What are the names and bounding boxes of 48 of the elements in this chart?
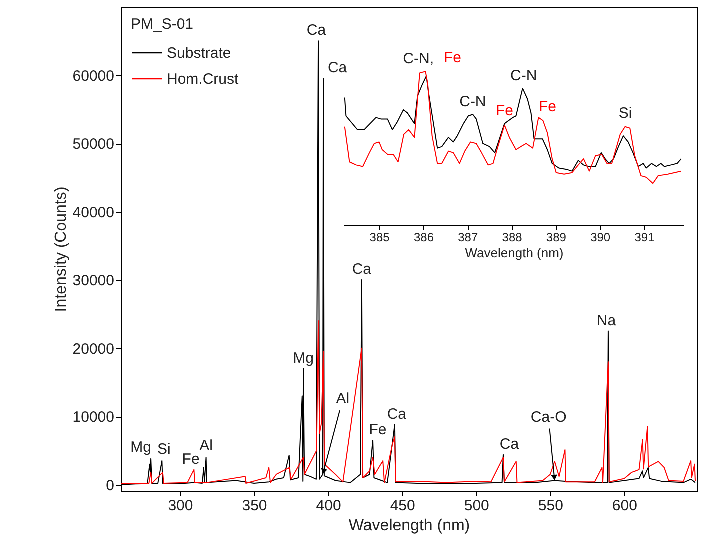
x-tick-label: 450 [390, 498, 416, 514]
x-tick-label: 550 [538, 498, 564, 514]
y-tick-label: 0 [106, 477, 114, 494]
annotation: Fe [496, 102, 514, 120]
annotation: Al [336, 390, 350, 408]
annotation: Ca [500, 436, 520, 453]
annotation: Fe [538, 98, 556, 116]
legend-title: PM_S-01 [131, 16, 194, 33]
annotation: Ca [387, 406, 408, 423]
x-tick-label: 387 [458, 230, 478, 244]
annotation: Mg [130, 438, 152, 456]
annotation: Ca-O [530, 408, 567, 426]
legend-label: Substrate [167, 45, 232, 62]
annotation: C-N [460, 94, 486, 111]
annotation: C-N, [403, 50, 434, 68]
annotation: Mg [293, 350, 314, 367]
x-tick-label: 350 [242, 498, 268, 514]
x-tick-label: 300 [168, 498, 194, 514]
y-tick-label: 40000 [72, 204, 114, 222]
annotation: Fe [369, 421, 387, 438]
annotation: C-N [510, 68, 538, 85]
x-tick-label: 390 [590, 230, 611, 244]
y-tick-label: 50000 [72, 136, 114, 154]
annotation: Fe [444, 50, 462, 67]
x-tick-label: 386 [414, 230, 434, 244]
annotation: Ca [306, 22, 327, 40]
x-tick-label: 391 [634, 230, 656, 244]
annotation: Fe [182, 450, 200, 468]
x-tick-label: 385 [370, 230, 390, 244]
legend-label: Hom.Crust [167, 71, 240, 88]
x-axis-title: Wavelength (nm) [465, 246, 564, 260]
annotation: Na [596, 312, 617, 330]
annotation: Si [157, 440, 171, 458]
x-tick-label: 400 [316, 498, 342, 514]
x-tick-label: 389 [546, 230, 567, 244]
annotation: Si [618, 105, 632, 122]
y-tick-label: 30000 [72, 272, 114, 290]
annotation: Ca [328, 60, 348, 77]
x-tick-label: 600 [612, 498, 638, 514]
x-tick-label: 500 [464, 498, 490, 514]
y-tick-label: 10000 [72, 409, 114, 426]
x-axis-title: Wavelength (nm) [348, 518, 470, 534]
y-tick-label: 60000 [72, 68, 114, 85]
annotation: Ca [352, 261, 372, 278]
y-tick-label: 20000 [72, 340, 114, 358]
x-tick-label: 388 [502, 230, 523, 244]
annotation: Al [200, 438, 213, 455]
y-axis-title: Intensity (Counts) [52, 186, 70, 312]
